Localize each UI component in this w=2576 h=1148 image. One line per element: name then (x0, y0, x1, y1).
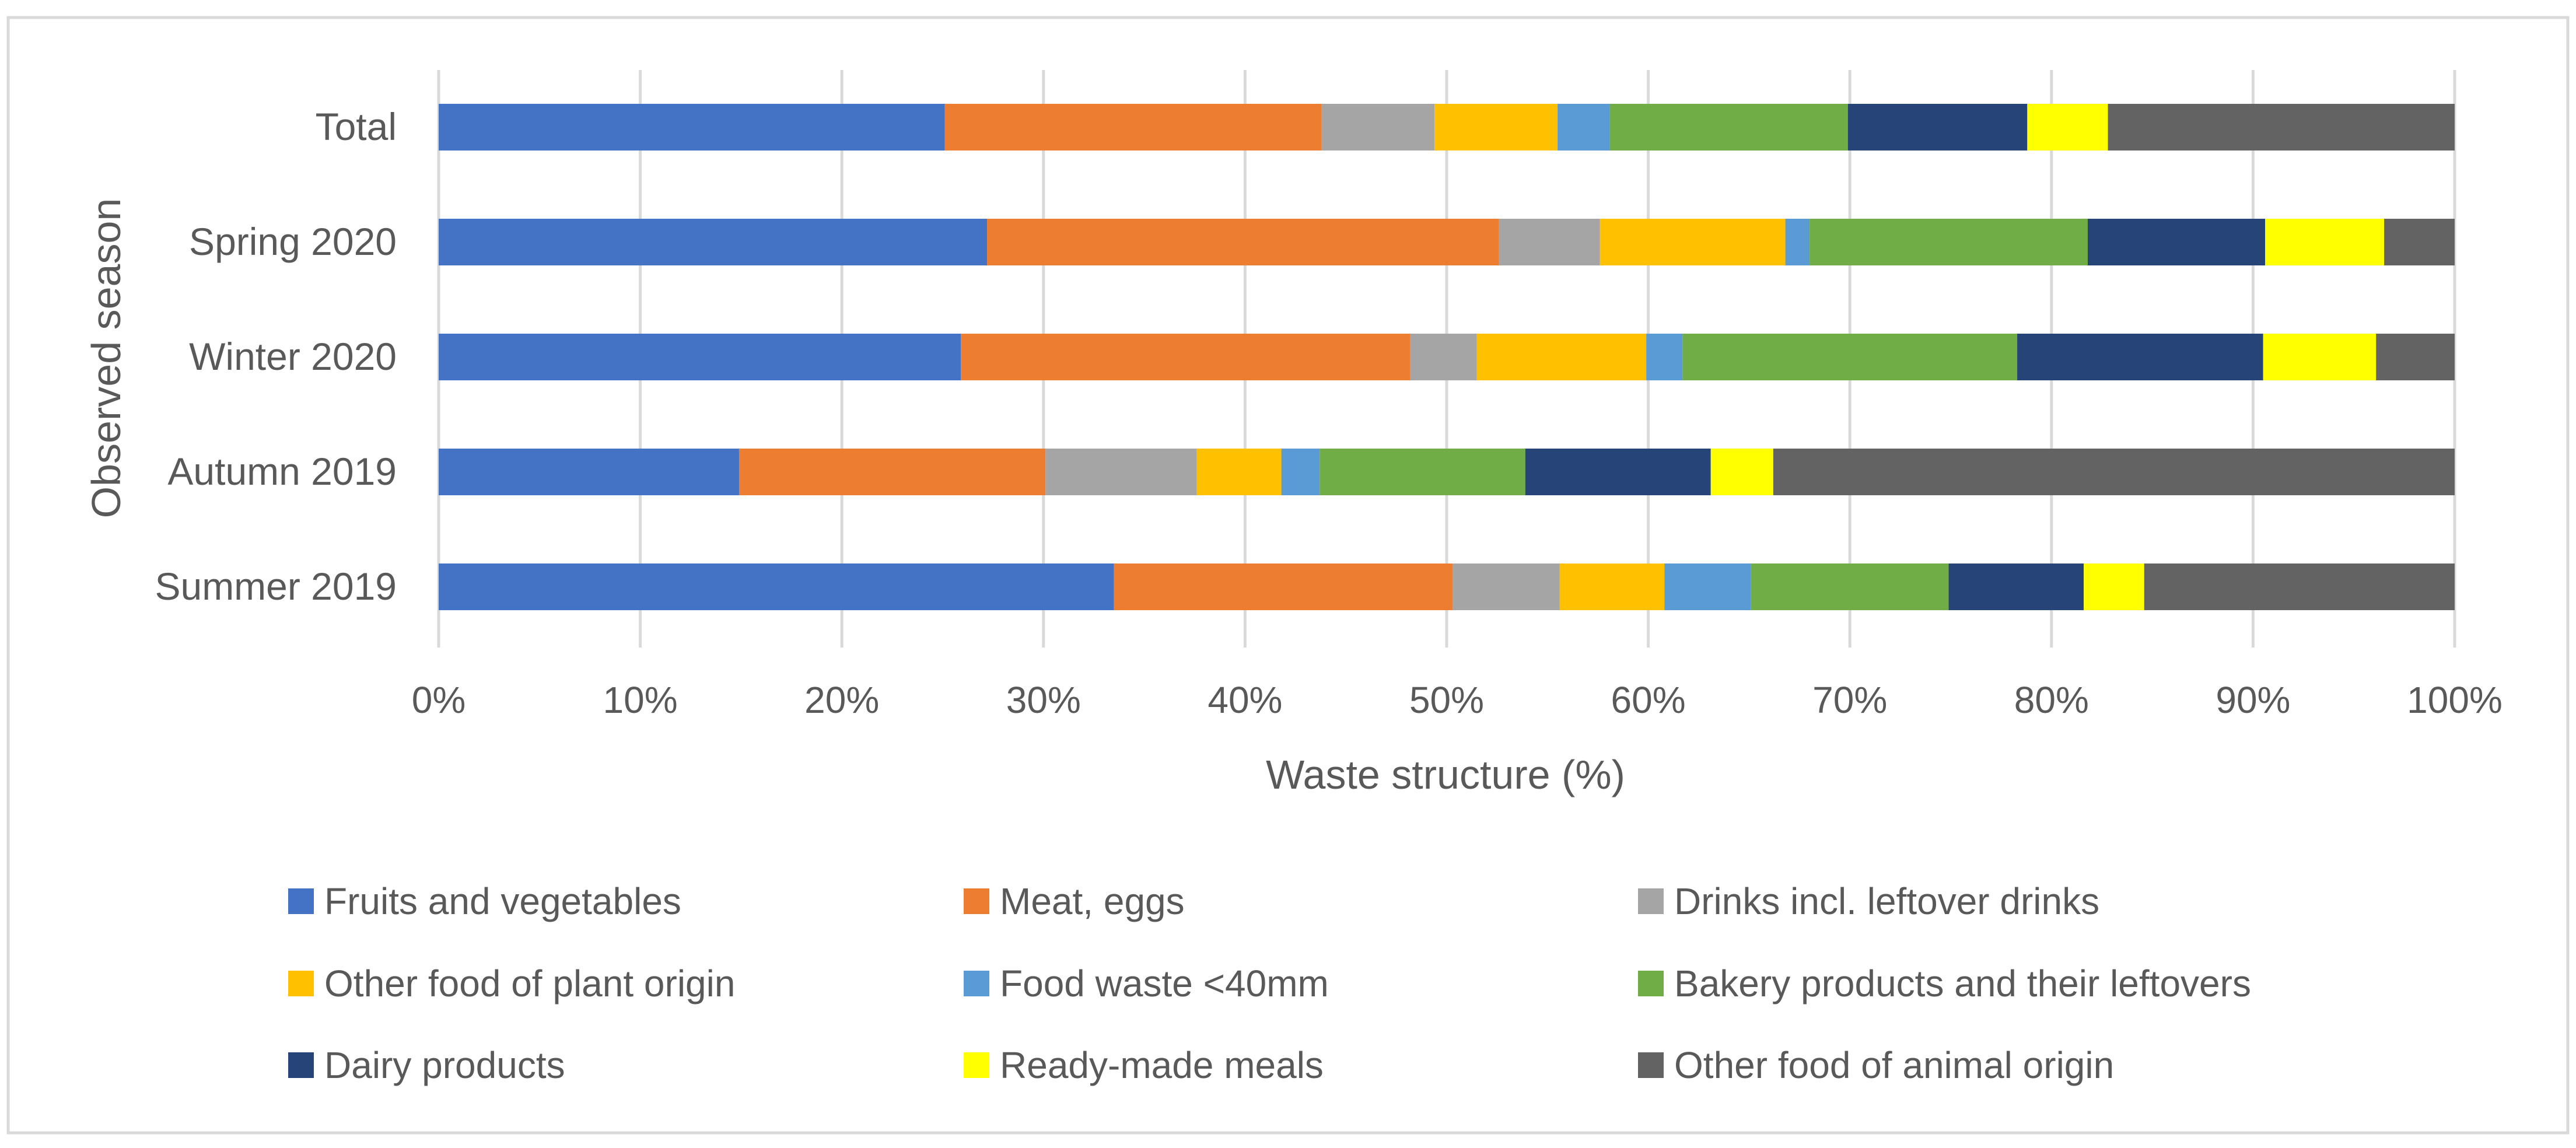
legend-label: Dairy products (324, 1044, 565, 1086)
x-tick-label: 40% (1208, 679, 1282, 721)
bar-segment (439, 104, 945, 150)
bar-segment (1410, 334, 1477, 380)
bar-segment (2144, 564, 2455, 610)
bar-segment (1600, 219, 1786, 265)
bar-segment (1558, 104, 1610, 150)
bar-segment (1948, 564, 2084, 610)
legend-swatch (1638, 971, 1664, 996)
bar-segment (1785, 219, 1810, 265)
bar-segment (1773, 449, 2455, 495)
bar-segment (1434, 104, 1558, 150)
legend-swatch (964, 888, 989, 914)
x-tick-label: 10% (603, 679, 678, 721)
bar-segment (1810, 219, 2088, 265)
category-label: Winter 2020 (189, 335, 397, 378)
bars (439, 104, 2455, 610)
category-label: Autumn 2019 (167, 450, 397, 493)
bar-segment (2376, 334, 2455, 380)
legend-label: Food waste <40mm (1000, 963, 1329, 1005)
x-tick-label: 90% (2216, 679, 2290, 721)
legend-swatch (1638, 888, 1664, 914)
x-tick-label: 50% (1409, 679, 1484, 721)
bar-segment (2265, 219, 2385, 265)
bar-segment (944, 104, 1322, 150)
bar-segment (1609, 104, 1848, 150)
bar-segment (2108, 104, 2455, 150)
legend-swatch (288, 1052, 314, 1078)
legend-label: Other food of plant origin (324, 963, 735, 1005)
bar-segment (1281, 449, 1320, 495)
bar-segment (1525, 449, 1711, 495)
legend-swatch (1638, 1052, 1664, 1078)
x-tick-label: 0% (412, 679, 466, 721)
legend-swatch (288, 888, 314, 914)
bar-segment (1476, 334, 1647, 380)
bar-segment (738, 449, 1046, 495)
bar-segment (2084, 564, 2144, 610)
category-label: Summer 2019 (155, 565, 397, 608)
x-tick-label: 70% (1812, 679, 1887, 721)
bar-segment (961, 334, 1410, 380)
bar-segment (2027, 104, 2108, 150)
legend-label: Drinks incl. leftover drinks (1674, 880, 2099, 922)
bar-segment (2017, 334, 2263, 380)
x-tick-label: 20% (804, 679, 879, 721)
bar-segment (1646, 334, 1683, 380)
bar-segment (1847, 104, 2028, 150)
category-label: Spring 2020 (189, 220, 397, 263)
legend: Fruits and vegetables Meat, eggs Drinks in… (288, 880, 2251, 1086)
bar-segment (1682, 334, 2018, 380)
bar-segment (1499, 219, 1600, 265)
bar-segment (1751, 564, 1949, 610)
bar-segment (439, 564, 1114, 610)
bar-segment (1559, 564, 1665, 610)
bar-segment (439, 219, 988, 265)
bar-segment (1664, 564, 1751, 610)
bar-segment (1321, 104, 1435, 150)
bar-segment (1196, 449, 1282, 495)
bar-segment (2263, 334, 2376, 380)
bar-segment (1045, 449, 1197, 495)
legend-label: Other food of animal origin (1674, 1044, 2114, 1086)
bar-segment (1710, 449, 1773, 495)
x-tick-label: 80% (2014, 679, 2089, 721)
category-labels: Total Spring 2020 Winter 2020 Autumn 2019 Su… (155, 105, 397, 608)
legend-swatch (288, 971, 314, 996)
x-tick-label: 60% (1611, 679, 1686, 721)
x-tick-label: 30% (1006, 679, 1081, 721)
bar-segment (2384, 219, 2455, 265)
x-tick-labels: 0% 10% 20% 30% 40% 50% 60% 70% 80% 90% 100% (412, 679, 2502, 721)
x-axis-title: Waste structure (%) (1266, 752, 1625, 797)
legend-label: Fruits and vegetables (324, 880, 681, 922)
bar-segment (439, 449, 739, 495)
bar-segment (987, 219, 1499, 265)
legend-label: Bakery products and their leftovers (1674, 963, 2251, 1005)
legend-label: Meat, eggs (1000, 880, 1185, 922)
bar-segment (439, 334, 961, 380)
bar-segment (1114, 564, 1453, 610)
legend-swatch (964, 1052, 989, 1078)
bar-segment (1320, 449, 1525, 495)
bar-segment (2088, 219, 2266, 265)
bar-segment (1452, 564, 1560, 610)
y-axis-title: Observed season (83, 198, 129, 519)
category-label: Total (316, 105, 397, 148)
legend-swatch (964, 971, 989, 996)
x-tick-label: 100% (2407, 679, 2502, 721)
legend-label: Ready-made meals (1000, 1044, 1324, 1086)
